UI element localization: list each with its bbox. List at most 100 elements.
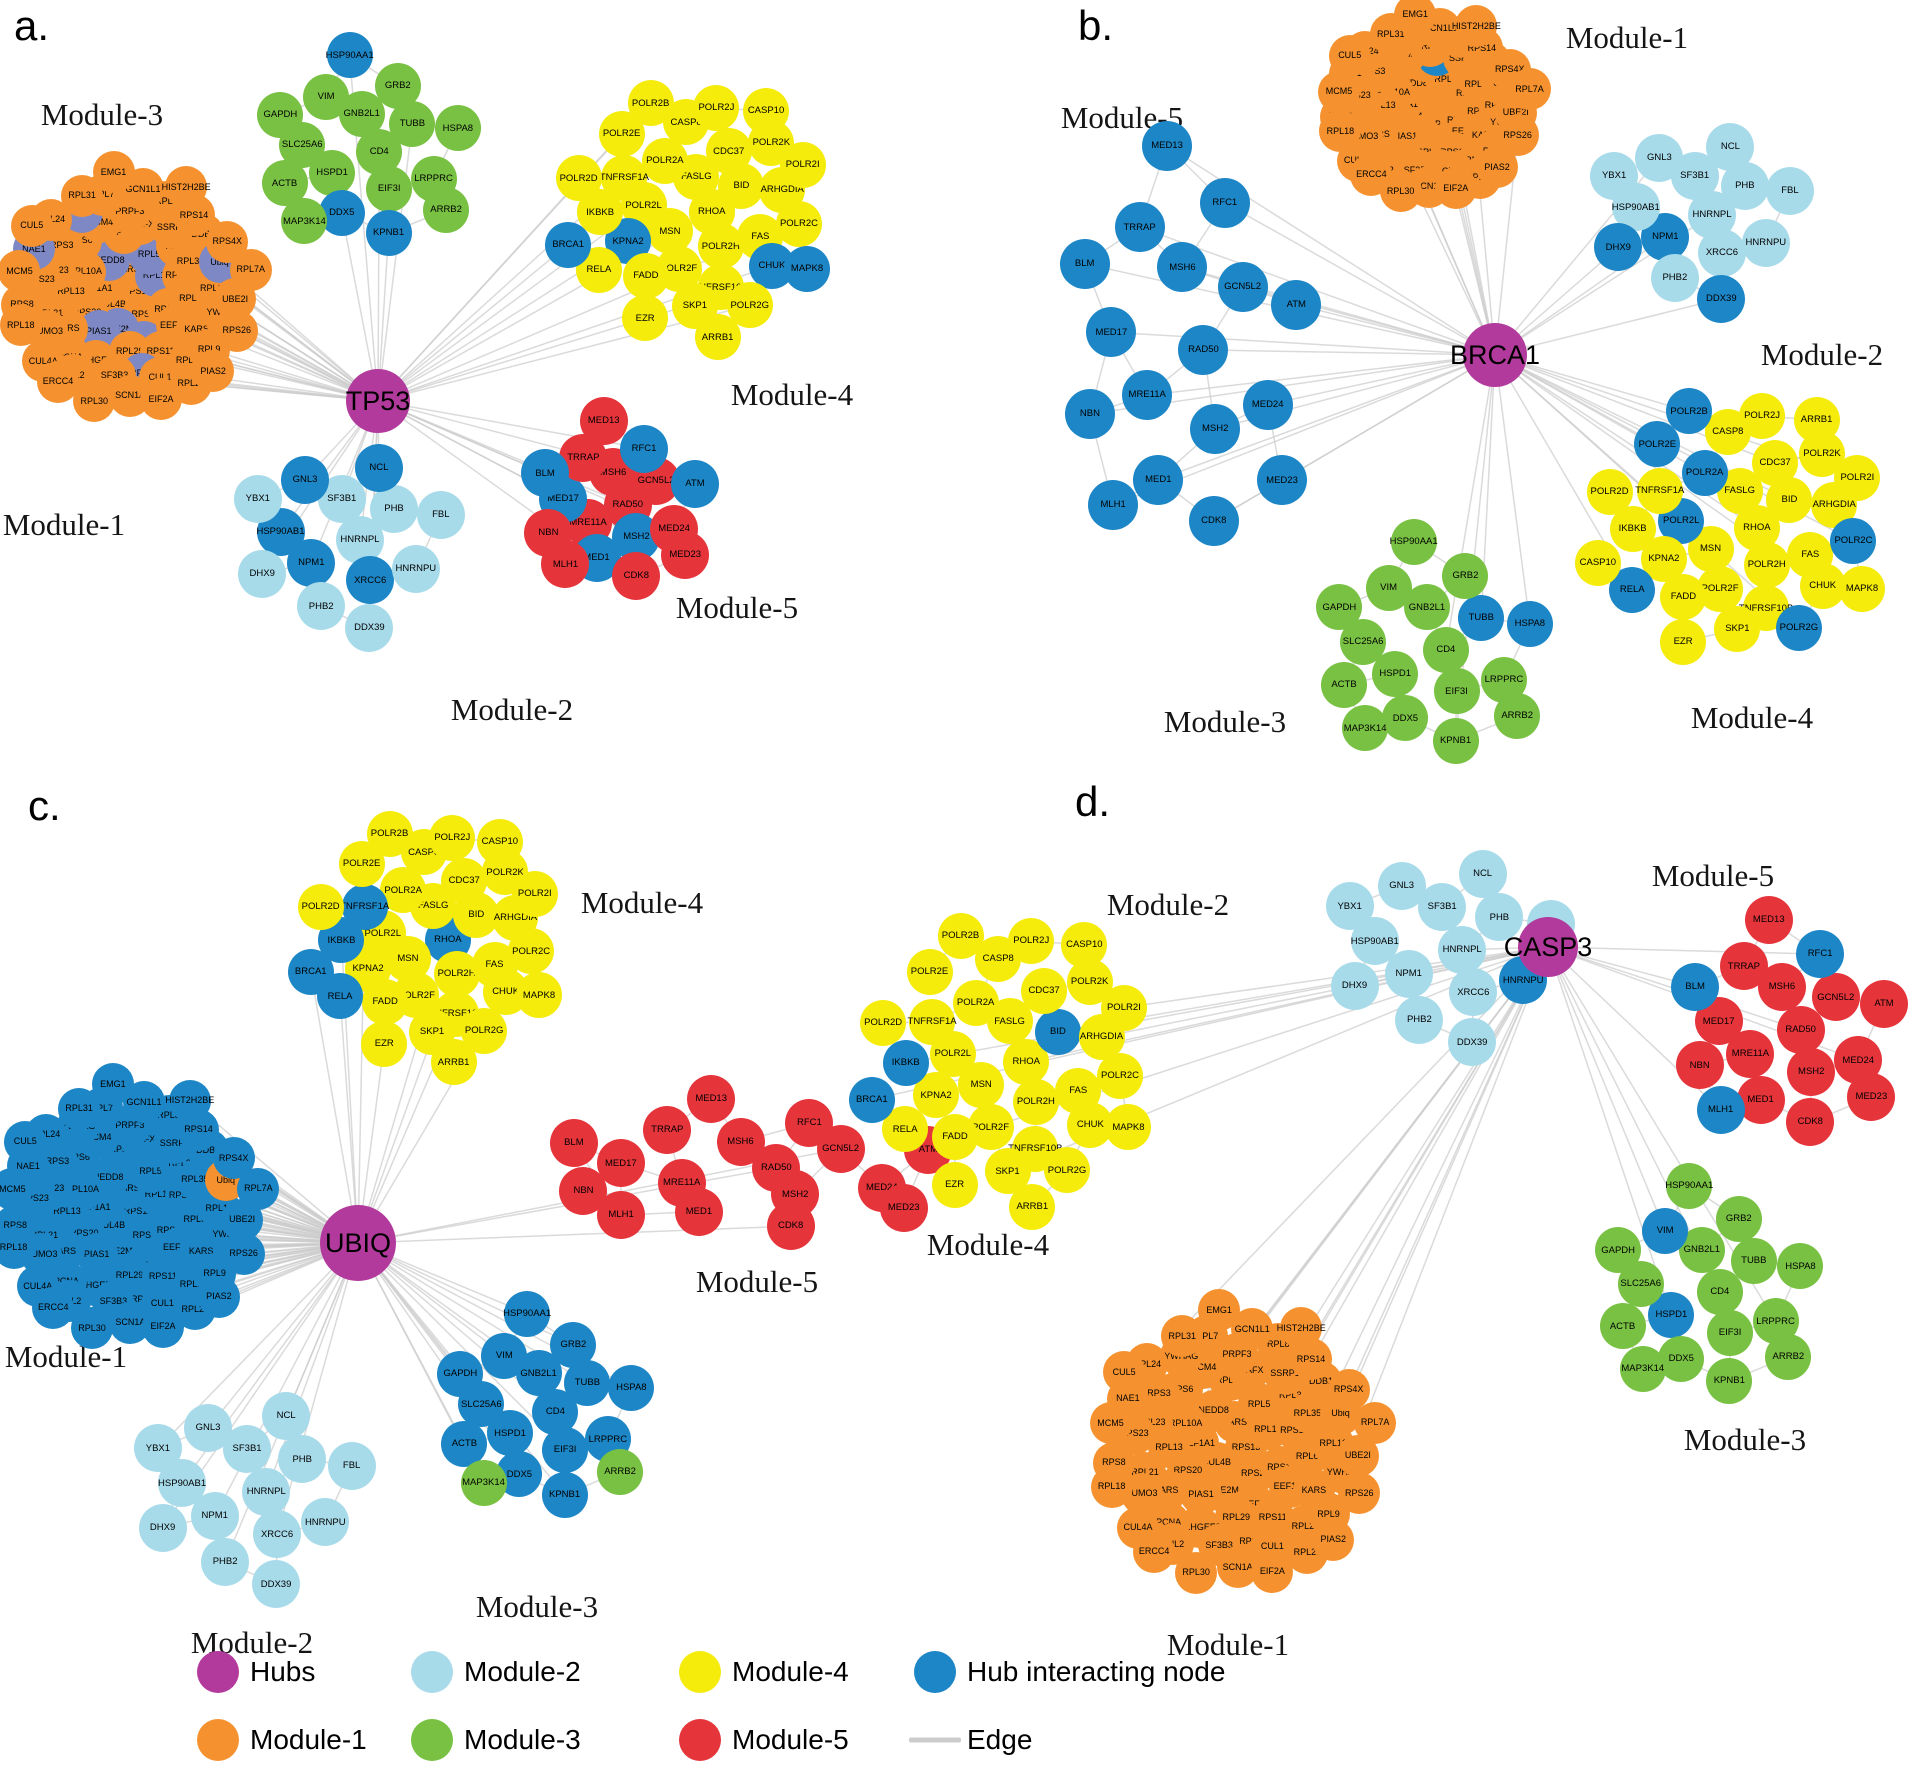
node-CASP10: CASP10 — [476, 818, 523, 865]
node-POLR2I: POLR2I — [1100, 984, 1147, 1031]
edge — [1289, 946, 1549, 1397]
node-HSP90AA1: HSP90AA1 — [1665, 1162, 1713, 1209]
node-POLR2E: POLR2E — [906, 948, 953, 995]
node-RPS26: RPS26 — [222, 1232, 265, 1275]
edge — [310, 971, 359, 1244]
node-BRCA1: BRCA1 — [545, 221, 592, 268]
node-CDK8: CDK8 — [1786, 1098, 1835, 1147]
node-CASP10: CASP10 — [743, 88, 790, 135]
node-MAPK8: MAPK8 — [1839, 565, 1886, 612]
node-FADD: FADD — [362, 979, 409, 1026]
node-ARRB1: ARRB1 — [430, 1039, 477, 1086]
node-POLR2C: POLR2C — [1097, 1052, 1144, 1099]
node-GNL3: GNL3 — [281, 455, 330, 504]
node-YBX1: YBX1 — [1590, 152, 1639, 201]
node-MLH1: MLH1 — [1088, 480, 1139, 531]
node-RPL7A: RPL7A — [237, 1167, 280, 1210]
node-XRCC6: XRCC6 — [1449, 968, 1498, 1017]
node-CDC37: CDC37 — [1752, 439, 1799, 486]
edge — [357, 1225, 791, 1244]
node-ATM: ATM — [1271, 279, 1322, 330]
node-DDX39: DDX39 — [1448, 1018, 1497, 1067]
module-label-a-module-3: Module-3 — [40, 97, 164, 132]
edge — [1445, 354, 1496, 651]
node-ARRB1: ARRB1 — [1009, 1183, 1056, 1230]
node-POLR2B: POLR2B — [937, 912, 984, 959]
node-CDC37: CDC37 — [441, 857, 488, 904]
node-GCN1L1: GCN1L1 — [123, 1081, 166, 1124]
node-MED1: MED1 — [1736, 1075, 1785, 1124]
node-POLR2G: POLR2G — [1044, 1147, 1091, 1194]
edge — [377, 123, 414, 402]
hub-node-BRCA1: BRCA1 — [1450, 323, 1540, 387]
node-POLR2C: POLR2C — [1830, 517, 1877, 564]
node-ACTB: ACTB — [441, 1421, 488, 1468]
node-POLR2D: POLR2D — [555, 155, 602, 202]
node-EMG1: EMG1 — [1198, 1289, 1241, 1332]
node-CDK8: CDK8 — [1188, 495, 1239, 546]
node-BRCA1: BRCA1 — [287, 948, 334, 995]
node-PHB: PHB — [1475, 893, 1524, 942]
node-RAD50: RAD50 — [1178, 324, 1229, 375]
node-HNRNPL: HNRNPL — [242, 1467, 291, 1516]
module-label-b-module-3: Module-3 — [1163, 704, 1287, 739]
node-CASP10: CASP10 — [1574, 539, 1621, 586]
node-YBX1: YBX1 — [233, 474, 282, 523]
node-TRRAP: TRRAP — [1719, 942, 1768, 991]
node-CUL5: CUL5 — [4, 1120, 47, 1163]
node-IKBKB: IKBKB — [882, 1040, 929, 1087]
node-POLR2C: POLR2C — [508, 928, 555, 975]
node-XRCC6: XRCC6 — [346, 556, 395, 605]
node-MAPK8: MAPK8 — [784, 245, 831, 292]
node-MAP3K14: MAP3K14 — [1619, 1345, 1666, 1392]
node-FBL: FBL — [327, 1441, 376, 1490]
module-label-d-module-5: Module-5 — [1651, 858, 1775, 893]
node-PHB2: PHB2 — [1650, 254, 1699, 303]
node-EIF2A: EIF2A — [1251, 1550, 1294, 1593]
node-RPL18: RPL18 — [1319, 110, 1362, 153]
node-NCL: NCL — [354, 443, 403, 492]
node-EIF2A: EIF2A — [1434, 167, 1477, 210]
node-SKP1: SKP1 — [671, 282, 718, 329]
node-EZR: EZR — [1660, 618, 1707, 665]
node-EMG1: EMG1 — [1394, 0, 1437, 36]
node-PHB2: PHB2 — [1395, 995, 1444, 1044]
node-RFC1: RFC1 — [785, 1099, 834, 1148]
node-EIF3I: EIF3I — [1707, 1309, 1754, 1356]
node-HIST2H2BE: HIST2H2BE — [165, 1079, 214, 1122]
node-POLR2G: POLR2G — [1775, 605, 1822, 652]
node-MLH1: MLH1 — [541, 540, 590, 589]
module-label-c-module-5: Module-5 — [695, 1264, 819, 1299]
node-XRCC6: XRCC6 — [1697, 229, 1746, 278]
node-DHX9: DHX9 — [1330, 961, 1379, 1010]
node-KPNB1: KPNB1 — [365, 210, 412, 257]
node-RPL30: RPL30 — [71, 1307, 113, 1350]
node-DDX39: DDX39 — [252, 1560, 301, 1609]
node-GRB2: GRB2 — [550, 1321, 597, 1368]
node-ERCC4: ERCC4 — [1133, 1530, 1176, 1573]
panel-letter-a: a. — [14, 2, 50, 49]
module-label-c-module-1: Module-1 — [4, 1339, 128, 1374]
node-TUBB: TUBB — [1730, 1237, 1777, 1284]
node-ERCC4: ERCC4 — [32, 1286, 75, 1329]
module-label-d-module-3: Module-3 — [1683, 1422, 1807, 1457]
edge — [207, 1242, 359, 1429]
node-MAPK8: MAPK8 — [516, 972, 562, 1019]
node-ARRB2: ARRB2 — [597, 1448, 644, 1495]
node-MLH1: MLH1 — [1696, 1085, 1745, 1134]
node-HSPA8: HSPA8 — [1777, 1243, 1824, 1290]
node-RPL30: RPL30 — [73, 380, 116, 422]
node-POLR2H: POLR2H — [697, 223, 744, 270]
node-GAPDH: GAPDH — [437, 1350, 484, 1397]
node-YBX1: YBX1 — [133, 1424, 182, 1473]
edge — [1547, 946, 1821, 955]
edge — [377, 204, 644, 402]
node-ERCC4: ERCC4 — [1350, 153, 1393, 196]
module-label-a-module-1: Module-1 — [2, 507, 126, 542]
edge — [1203, 349, 1496, 356]
node-MAP3K14: MAP3K14 — [1342, 705, 1389, 752]
node-DHX9: DHX9 — [238, 549, 287, 598]
node-ARRB2: ARRB2 — [423, 187, 470, 234]
node-GAPDH: GAPDH — [1316, 584, 1363, 631]
